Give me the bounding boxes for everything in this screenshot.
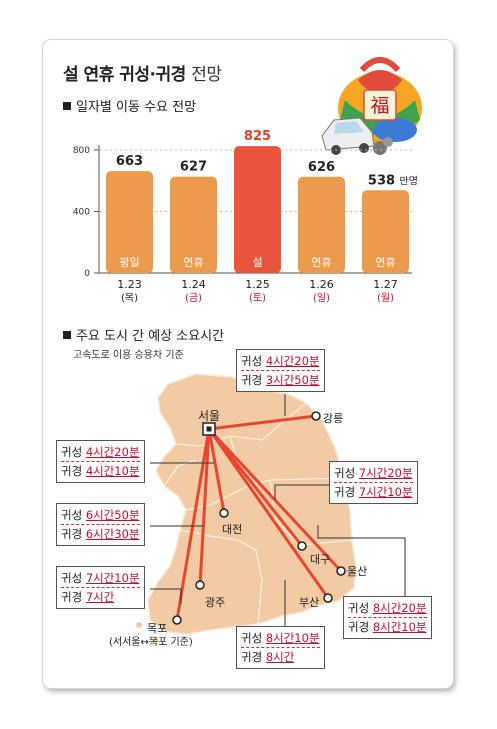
callout-mokpo: 귀성 7시간10분 귀경 7시간 xyxy=(56,566,145,609)
section-title-travel-time: 주요 도시 간 예상 소요시간 xyxy=(63,325,224,344)
data-label: 825 xyxy=(244,129,271,144)
gangneung-marker-icon xyxy=(311,411,321,421)
islands xyxy=(136,610,172,643)
busan-marker-icon xyxy=(323,593,333,603)
bar xyxy=(234,146,281,273)
daegu-marker-icon xyxy=(297,541,307,551)
x-tick-label: 1.27 xyxy=(373,278,398,291)
x-tick-day-label: (금) xyxy=(185,292,202,304)
x-tick-label: 1.23 xyxy=(117,278,142,291)
y-tick-label: 800 xyxy=(73,146,90,156)
bar-inner-label: 연휴 xyxy=(375,256,395,269)
data-label: 626 xyxy=(308,160,335,175)
x-tick-day-label: (월) xyxy=(377,292,394,304)
city-label-daejeon: 대전 xyxy=(222,523,243,536)
callout-gwangju: 귀성 6시간50분 귀경 6시간30분 xyxy=(56,503,145,546)
x-tick-day-label: (일) xyxy=(313,292,330,304)
y-tick-label: 0 xyxy=(84,269,90,279)
bar xyxy=(170,176,217,273)
route-line-busan xyxy=(207,427,330,600)
callout-leaders xyxy=(150,394,406,629)
route-line-gwangju xyxy=(198,427,211,587)
route-line-mokpo xyxy=(175,427,211,622)
unit-label: 만명 xyxy=(400,175,418,187)
callout-ulsan: 귀성 8시간20분 귀경 8시간10분 xyxy=(343,596,432,639)
gwangju-marker-icon xyxy=(195,580,205,590)
x-tick-day-label: (목) xyxy=(121,292,138,304)
bar xyxy=(362,190,409,273)
mokpo-basis-note: (서서울↔목포 기준) xyxy=(109,637,193,648)
data-label: 663 xyxy=(116,154,143,169)
ulsan-marker-icon xyxy=(336,566,346,576)
bar xyxy=(298,176,345,273)
bullet-square-icon xyxy=(63,102,71,110)
city-label-ulsan: 울산 xyxy=(347,565,368,578)
mokpo-marker-icon xyxy=(172,615,182,625)
bar-inner-label: 연휴 xyxy=(183,256,203,269)
city-label-gwangju: 광주 xyxy=(205,596,226,609)
x-tick-day-label: (토) xyxy=(249,293,266,304)
callout-daegu: 귀성 7시간20분 귀경 7시간10분 xyxy=(329,461,418,504)
bar-inner-label: 설 xyxy=(252,256,262,269)
route-line-gangneung xyxy=(207,414,318,431)
callout-gangneung: 귀성 4시간20분 귀경 3시간50분 xyxy=(236,349,325,392)
bar-inner-label: 평일 xyxy=(119,255,139,269)
basis-note: 고속도로 이용 승용차 기준 xyxy=(73,350,184,361)
callout-daejeon: 귀성 4시간20분 귀경 4시간10분 xyxy=(56,440,145,483)
bar xyxy=(106,171,153,273)
page-title: 설 연휴 귀성·귀경 전망 xyxy=(63,65,222,85)
daejeon-marker-icon xyxy=(219,508,229,518)
data-label: 627 xyxy=(180,160,207,175)
y-tick-label: 400 xyxy=(73,208,90,218)
city-label-mokpo: 목포 xyxy=(147,622,168,635)
route-line-daejeon xyxy=(207,427,226,515)
city-label-daegu: 대구 xyxy=(310,553,331,566)
bullet-square-icon xyxy=(63,331,71,339)
x-tick-label: 1.24 xyxy=(181,278,206,291)
city-markers xyxy=(172,411,346,625)
data-label: 538 xyxy=(368,173,395,188)
city-label-gangneung: 강릉 xyxy=(323,412,344,425)
x-tick-label: 1.26 xyxy=(309,278,334,291)
bar-inner-label: 연휴 xyxy=(311,256,331,269)
section-title-demand: 일자별 이동 수요 전망 xyxy=(63,96,196,115)
callout-busan: 귀성 8시간10분 귀경 8시간 xyxy=(236,626,325,669)
city-label-seoul: 서울 xyxy=(198,409,221,423)
x-tick-label: 1.25 xyxy=(245,278,270,291)
city-label-busan: 부산 xyxy=(299,596,320,609)
